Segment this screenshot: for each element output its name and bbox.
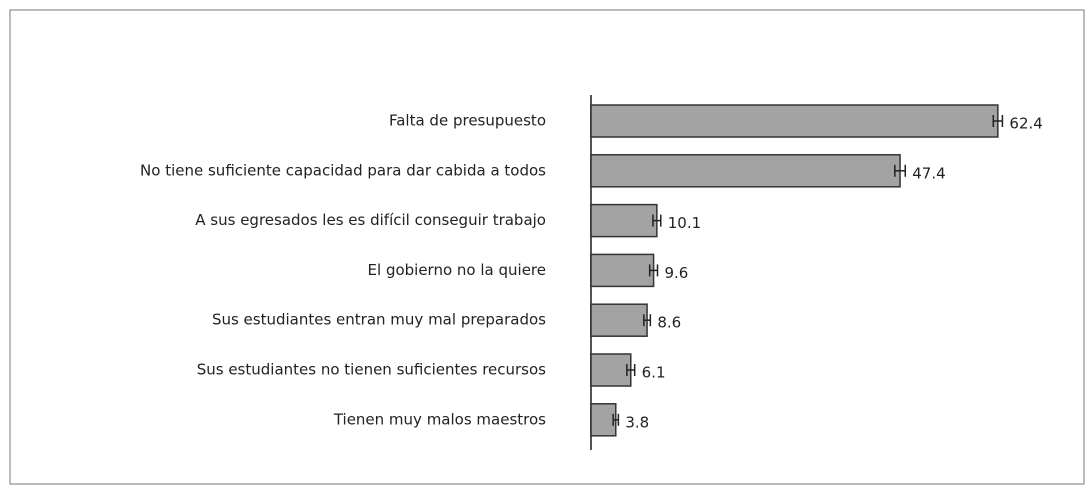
category-label: Falta de presupuesto [389,112,546,130]
value-label: 3.8 [625,413,649,431]
bar [590,303,648,337]
category-label: A sus egresados les es difícil conseguir… [195,211,546,229]
value-label: 8.6 [657,314,681,332]
value-label: 47.4 [912,164,945,182]
bar [590,203,658,238]
frame [9,9,1085,485]
bar [590,154,901,188]
bar [590,403,617,437]
category-label: Sus estudiantes entran muy mal preparado… [212,311,546,329]
value-label: 6.1 [642,364,666,382]
bar [590,353,632,387]
value-label: 62.4 [1009,115,1042,133]
category-label: Sus estudiantes no tienen suficientes re… [197,361,546,379]
category-label: Tienen muy malos maestros [333,410,546,428]
value-label: 9.6 [665,264,689,282]
category-label: El gobierno no la quiere [368,261,546,279]
bar [590,253,655,288]
value-label: 10.1 [668,214,701,232]
bar [590,104,999,138]
category-label: No tiene suficiente capacidad para dar c… [140,161,546,179]
